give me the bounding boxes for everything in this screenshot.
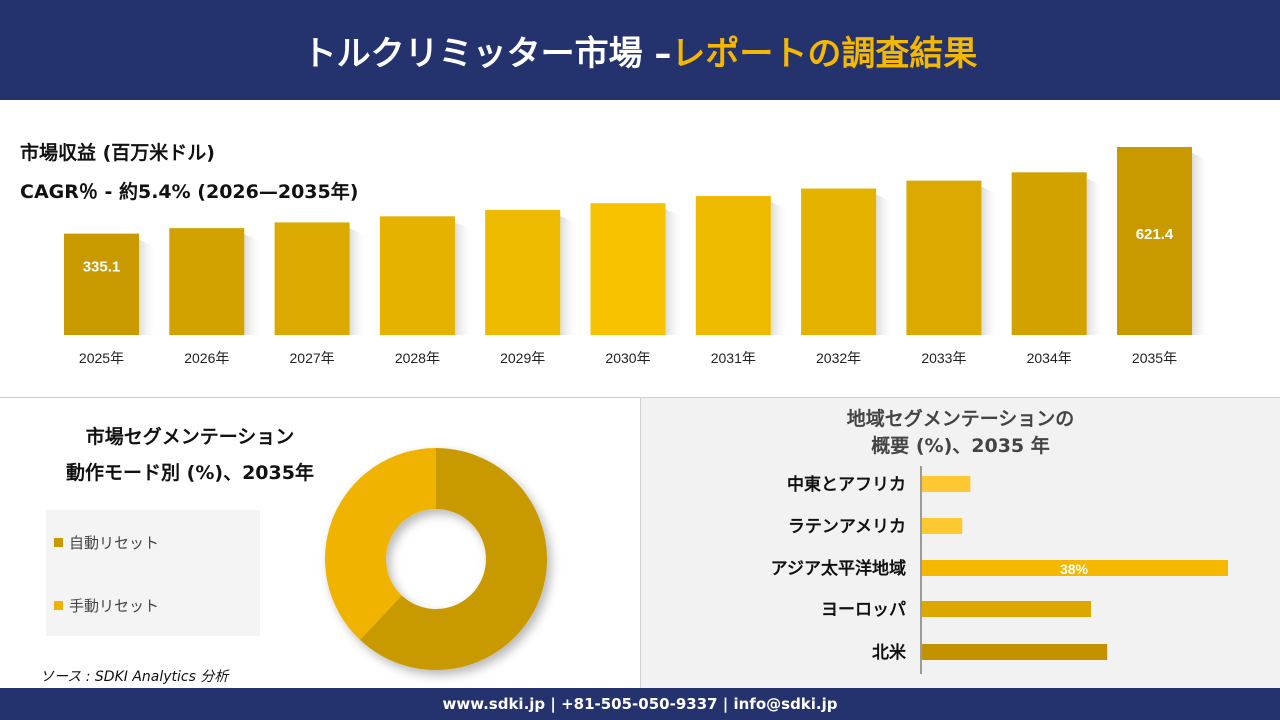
vertical-divider	[640, 398, 641, 688]
region-category-label: ヨーロッパ	[821, 600, 906, 620]
donut-legend	[46, 510, 260, 636]
donut-slice-manual-reset	[325, 448, 436, 640]
revenue-bar	[695, 196, 771, 335]
source-note: ソース : SDKI Analytics 分析	[40, 669, 229, 685]
revenue-bar	[801, 188, 877, 335]
bar-shadow	[244, 234, 263, 335]
year-tick-label: 2031年	[711, 350, 756, 366]
revenue-panel: 2025年 335.1 2026年 2027年 2028年 2029年 2030年 2031年…	[0, 100, 1280, 398]
revenue-bar	[379, 216, 455, 335]
revenue-bar	[485, 209, 561, 335]
revenue-bar	[1117, 147, 1192, 335]
bar-shadow	[349, 228, 368, 335]
bar-shadow	[454, 222, 473, 335]
contact-footer: www.sdki.jp | +81-505-050-9337 | info@sd…	[0, 688, 1280, 720]
legend-swatch-manual	[54, 601, 63, 610]
region-bar	[922, 644, 1108, 660]
region-title-line1: 地域セグメンテーションの	[846, 408, 1075, 430]
region-value-label: 38%	[1060, 561, 1089, 577]
revenue-bar	[906, 180, 982, 335]
segment-title-line2: 動作モード別 (%)、2035年	[66, 462, 314, 484]
header-title-main: トルクリミッター市場 –	[302, 33, 672, 74]
horizontal-divider	[0, 397, 1280, 398]
revenue-title: 市場収益 (百万米ドル)	[20, 142, 215, 164]
region-bar	[922, 518, 963, 534]
bar-shadow	[560, 215, 579, 335]
bar-shadow	[770, 202, 789, 335]
bar-shadow	[1192, 153, 1210, 335]
year-tick-label: 2029年	[500, 350, 545, 366]
donut-slice-auto-reset	[360, 448, 547, 670]
revenue-bar-chart: 2025年 335.1 2026年 2027年 2028年 2029年 2030年 2031年…	[64, 147, 1210, 366]
region-title-line2: 概要 (%)、2035 年	[871, 435, 1050, 457]
region-bar	[922, 560, 1228, 576]
legend-item-manual: 手動リセット	[54, 595, 159, 616]
revenue-bar	[64, 233, 139, 335]
bar-value-label: 621.4	[1136, 226, 1174, 243]
region-category-label: アジア太平洋地域	[771, 558, 906, 579]
region-category-label: 中東とアフリカ	[787, 474, 906, 495]
segment-title-line1: 市場セグメンテーション	[85, 426, 295, 448]
year-tick-label: 2034年	[1027, 350, 1072, 366]
revenue-bar	[169, 228, 245, 335]
cagr-text: CAGR％ - 約5.4% (2026—2035年)	[20, 181, 359, 203]
region-bar	[922, 476, 971, 492]
bar-shadow	[876, 194, 895, 335]
segment-panel: 市場セグメンテーション 動作モード別 (%)、2035年 自動リセット 手動リセ…	[0, 398, 640, 688]
header-title-accent: レポートの調査結果	[671, 33, 978, 74]
region-bar	[922, 601, 1092, 617]
year-tick-label: 2028年	[395, 350, 440, 366]
bar-shadow	[139, 239, 157, 335]
year-tick-label: 2027年	[290, 350, 335, 366]
bar-value-label: 335.1	[83, 259, 121, 276]
operation-mode-donut-chart	[325, 448, 547, 670]
legend-label-manual: 手動リセット	[69, 597, 160, 615]
region-category-label: 北米	[872, 642, 907, 663]
year-tick-label: 2033年	[921, 350, 966, 366]
bar-shadow	[981, 186, 1000, 335]
region-panel: 中東とアフリカ ラテンアメリカアジア太平洋地域 38% ヨーロッパ北米 地域セグメンテ…	[641, 398, 1280, 688]
year-tick-label: 2030年	[605, 350, 650, 366]
legend-item-auto: 自動リセット	[54, 532, 159, 553]
legend-label-auto: 自動リセット	[69, 534, 160, 552]
bar-shadow	[665, 209, 684, 335]
year-tick-label: 2035年	[1132, 350, 1177, 366]
year-tick-label: 2025年	[79, 350, 124, 366]
revenue-bar	[590, 203, 666, 335]
year-tick-label: 2026年	[184, 350, 229, 366]
region-category-label: ラテンアメリカ	[788, 517, 906, 537]
year-tick-label: 2032年	[816, 350, 861, 366]
revenue-bar	[274, 222, 350, 335]
legend-swatch-auto	[54, 538, 63, 547]
bar-shadow	[1086, 178, 1105, 335]
revenue-bar	[1011, 172, 1087, 335]
report-header: トルクリミッター市場 – レポートの調査結果	[0, 0, 1280, 100]
